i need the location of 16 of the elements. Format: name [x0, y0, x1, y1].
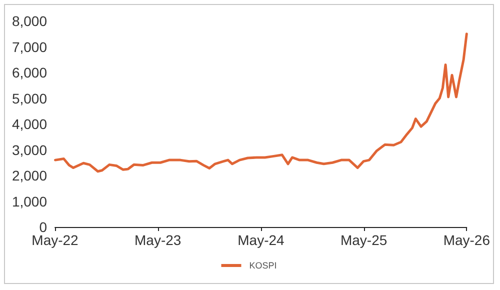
- x-tick-label: May-23: [134, 232, 182, 248]
- legend-label: KOSPI: [249, 260, 277, 270]
- y-tick-label: 5,000: [12, 90, 48, 106]
- y-tick-label: 7,000: [12, 38, 48, 55]
- x-tick-label: May-26: [443, 232, 490, 248]
- y-tick-label: 8,000: [12, 13, 48, 29]
- x-tick-label: May-25: [340, 232, 388, 248]
- x-tick-label: May-24: [238, 232, 285, 248]
- y-tick-label: 2,000: [12, 168, 48, 184]
- y-tick-label: 1,000: [12, 193, 48, 210]
- x-tick-label: May-22: [32, 232, 79, 248]
- y-tick-label: 0: [39, 219, 48, 235]
- y-tick-label: 3,000: [12, 142, 48, 158]
- line-series: [54, 32, 468, 173]
- y-tick-label: 4,000: [12, 116, 48, 132]
- y-tick-label: 6,000: [12, 64, 48, 80]
